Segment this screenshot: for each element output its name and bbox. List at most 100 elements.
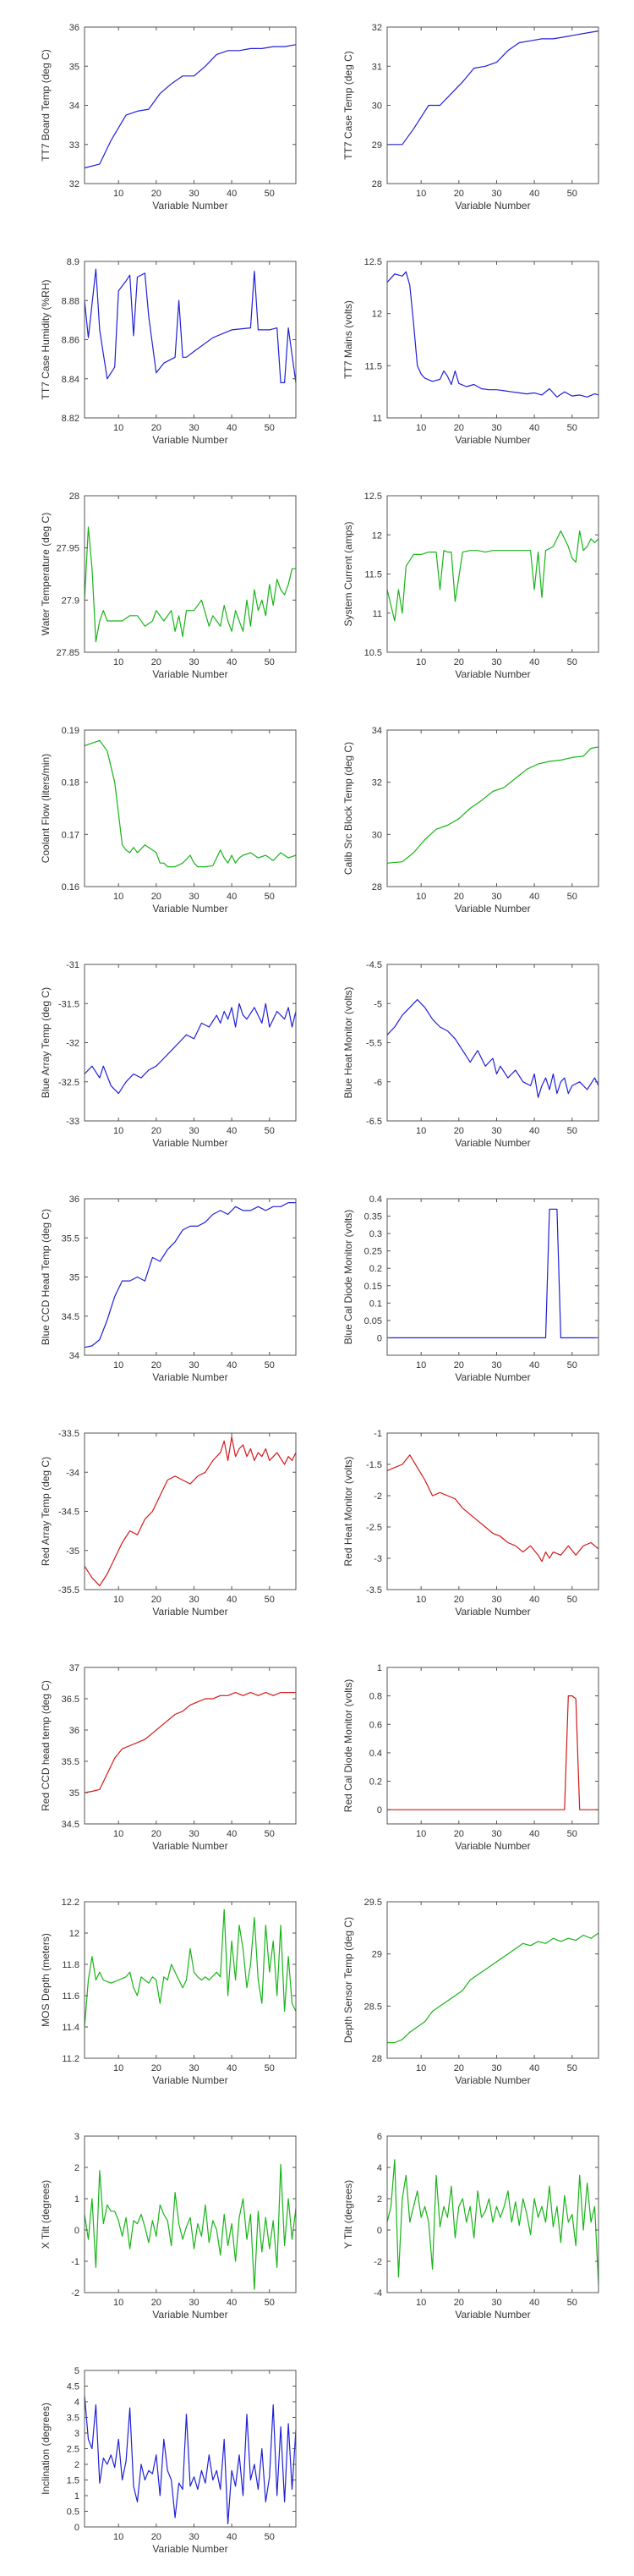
x-tick-label: 50 bbox=[265, 1829, 275, 1839]
x-tick-label: 20 bbox=[454, 1126, 464, 1136]
chart-tt7-case-humidity: 10 20 30 40 50 8.82 8.84 8.86 8.88 8.9 Variable Nu… bbox=[34, 251, 321, 467]
x-axis-label: Variable Number bbox=[455, 1371, 530, 1383]
x-tick-label: 10 bbox=[113, 2063, 123, 2073]
y-tick-label: -32 bbox=[66, 1039, 79, 1049]
x-tick-label: 10 bbox=[113, 423, 123, 433]
y-tick-label: -3 bbox=[374, 1554, 382, 1564]
chart-svg: 10 20 30 40 50 34 34.5 35 35.5 36 Variable Number B… bbox=[40, 1195, 297, 1383]
y-tick-label: -4 bbox=[374, 2288, 382, 2299]
y-tick-label: -2 bbox=[71, 2288, 79, 2299]
chart-svg: 10 20 30 40 50 28 29 30 31 32 Variable Number TT7 C… bbox=[342, 23, 599, 211]
y-axis-label: Blue Heat Monitor (volts) bbox=[342, 986, 354, 1098]
x-tick-label: 20 bbox=[454, 892, 464, 902]
chart-inclination: 10 20 30 40 50 0 0.5 1 1.5 2 2.5 3 3.5 4 4.5 5 Variable … bbox=[34, 2360, 321, 2576]
x-tick-label: 20 bbox=[151, 189, 161, 199]
series-line bbox=[84, 2395, 297, 2524]
x-tick-label: 10 bbox=[113, 892, 123, 902]
y-tick-label: 28 bbox=[372, 179, 382, 189]
x-tick-label: 40 bbox=[227, 2298, 237, 2308]
x-tick-label: 30 bbox=[189, 1829, 199, 1839]
y-axis-label: TT7 Mains (volts) bbox=[342, 300, 354, 379]
y-axis-label: X Tilt (degrees) bbox=[40, 2180, 52, 2249]
y-tick-label: 2.5 bbox=[67, 2445, 79, 2455]
y-tick-label: 36.5 bbox=[62, 1694, 79, 1705]
y-tick-label: 4 bbox=[74, 2397, 79, 2408]
x-axis-label: Variable Number bbox=[152, 1137, 227, 1149]
y-tick-label: -34.5 bbox=[58, 1508, 79, 1518]
x-tick-label: 40 bbox=[227, 2063, 237, 2073]
series-line bbox=[84, 526, 296, 643]
series-line bbox=[386, 271, 599, 398]
x-tick-label: 40 bbox=[529, 1360, 539, 1370]
y-tick-label: -35 bbox=[66, 1546, 79, 1557]
x-tick-label: 20 bbox=[454, 2063, 464, 2073]
y-tick-label: 34 bbox=[69, 1351, 79, 1361]
y-tick-label: 0 bbox=[377, 2226, 382, 2236]
plot-frame bbox=[84, 2370, 297, 2528]
y-tick-label: 35 bbox=[69, 62, 79, 72]
chart-tt7-mains: 10 20 30 40 50 11 11.5 12 12.5 Variable Number TT7… bbox=[336, 251, 624, 467]
x-tick-label: 50 bbox=[265, 892, 275, 902]
chart-svg: 10 20 30 40 50 -6.5 -6 -5.5 -5 -4.5 Variable Numbe… bbox=[342, 960, 599, 1149]
y-tick-label: 0.1 bbox=[369, 1299, 382, 1309]
x-tick-label: 30 bbox=[189, 1360, 199, 1370]
y-tick-label: 0.18 bbox=[62, 778, 79, 788]
x-tick-label: 20 bbox=[454, 1595, 464, 1605]
y-tick-label: 2 bbox=[74, 2460, 79, 2470]
y-tick-label: 0.17 bbox=[62, 830, 79, 840]
x-tick-label: 30 bbox=[189, 657, 199, 667]
x-tick-label: 40 bbox=[529, 1829, 539, 1839]
x-tick-label: 50 bbox=[567, 189, 577, 199]
chart-x-tilt: 10 20 30 40 50 -2 -1 0 1 2 3 Variable Number X Tilt … bbox=[34, 2126, 321, 2342]
x-tick-label: 40 bbox=[529, 189, 539, 199]
x-tick-label: 40 bbox=[529, 423, 539, 433]
y-tick-label: 0.3 bbox=[369, 1229, 382, 1239]
x-axis-label: Variable Number bbox=[152, 2074, 227, 2086]
series-line bbox=[84, 268, 297, 383]
y-tick-label: 12.5 bbox=[364, 257, 382, 267]
x-tick-label: 40 bbox=[529, 2063, 539, 2073]
chart-red-array-temp: 10 20 30 40 50 -35.5 -35 -34.5 -34 -33.5 Variable … bbox=[34, 1423, 321, 1639]
chart-svg: 10 20 30 40 50 -35.5 -35 -34.5 -34 -33.5 Variable … bbox=[40, 1429, 297, 1618]
y-axis-label: Red CCD head temp (deg C) bbox=[40, 1680, 52, 1811]
chart-blue-ccd-head-temp: 10 20 30 40 50 34 34.5 35 35.5 36 Variable Number B… bbox=[34, 1189, 321, 1404]
series-line bbox=[84, 1202, 296, 1348]
y-tick-label: 31 bbox=[372, 62, 382, 72]
y-tick-label: 32 bbox=[372, 778, 382, 788]
y-tick-label: 11 bbox=[373, 609, 382, 619]
x-tick-label: 20 bbox=[454, 1360, 464, 1370]
x-tick-label: 10 bbox=[113, 189, 123, 199]
y-tick-label: 33 bbox=[69, 140, 79, 151]
chart-system-current: 10 20 30 40 50 10.5 11 11.5 12 12.5 Variable Numbe… bbox=[336, 486, 624, 701]
plot-frame bbox=[84, 729, 297, 887]
y-tick-label: 4 bbox=[377, 2163, 382, 2173]
chart-svg: 10 20 30 40 50 -3.5 -3 -2.5 -2 -1.5 -1 Variable Num… bbox=[342, 1429, 599, 1618]
plot-frame bbox=[84, 2135, 297, 2293]
y-tick-label: -2 bbox=[374, 2257, 382, 2267]
x-axis-label: Variable Number bbox=[455, 2074, 530, 2086]
y-tick-label: 0 bbox=[74, 2226, 79, 2236]
y-tick-label: 0.05 bbox=[364, 1316, 382, 1326]
y-tick-label: -32.5 bbox=[58, 1078, 79, 1088]
series-line bbox=[386, 746, 599, 864]
y-tick-label: 3 bbox=[74, 2132, 79, 2142]
y-tick-label: 8.86 bbox=[62, 336, 79, 346]
chart-tt7-case-temp: 10 20 30 40 50 28 29 30 31 32 Variable Number TT7 C… bbox=[336, 17, 624, 233]
x-tick-label: 30 bbox=[189, 2532, 199, 2542]
y-axis-label: Water Temperature (deg C) bbox=[40, 513, 52, 635]
chart-svg: 10 20 30 40 50 11 11.5 12 12.5 Variable Number TT7… bbox=[342, 257, 599, 446]
y-axis-label: Red Heat Monitor (volts) bbox=[342, 1456, 354, 1566]
y-tick-label: 2 bbox=[74, 2163, 79, 2173]
chart-y-tilt: 10 20 30 40 50 -4 -2 0 2 4 6 Variable Number Y Tilt … bbox=[336, 2126, 624, 2342]
x-tick-label: 30 bbox=[491, 1360, 501, 1370]
chart-svg: 10 20 30 40 50 0 0.05 0.1 0.15 0.2 0.25 0.3 0.35 0.4 V… bbox=[342, 1195, 599, 1383]
y-tick-label: 1.5 bbox=[67, 2476, 79, 2486]
x-axis-label: Variable Number bbox=[152, 2309, 227, 2321]
y-tick-label: -1 bbox=[374, 1429, 382, 1439]
y-tick-label: 8.88 bbox=[62, 296, 79, 306]
x-tick-label: 30 bbox=[189, 1595, 199, 1605]
x-tick-label: 30 bbox=[491, 1595, 501, 1605]
chart-svg: 10 20 30 40 50 27.85 27.9 27.95 28 Variable Numbe… bbox=[40, 492, 297, 680]
x-tick-label: 20 bbox=[151, 1126, 161, 1136]
x-tick-label: 50 bbox=[265, 1126, 275, 1136]
